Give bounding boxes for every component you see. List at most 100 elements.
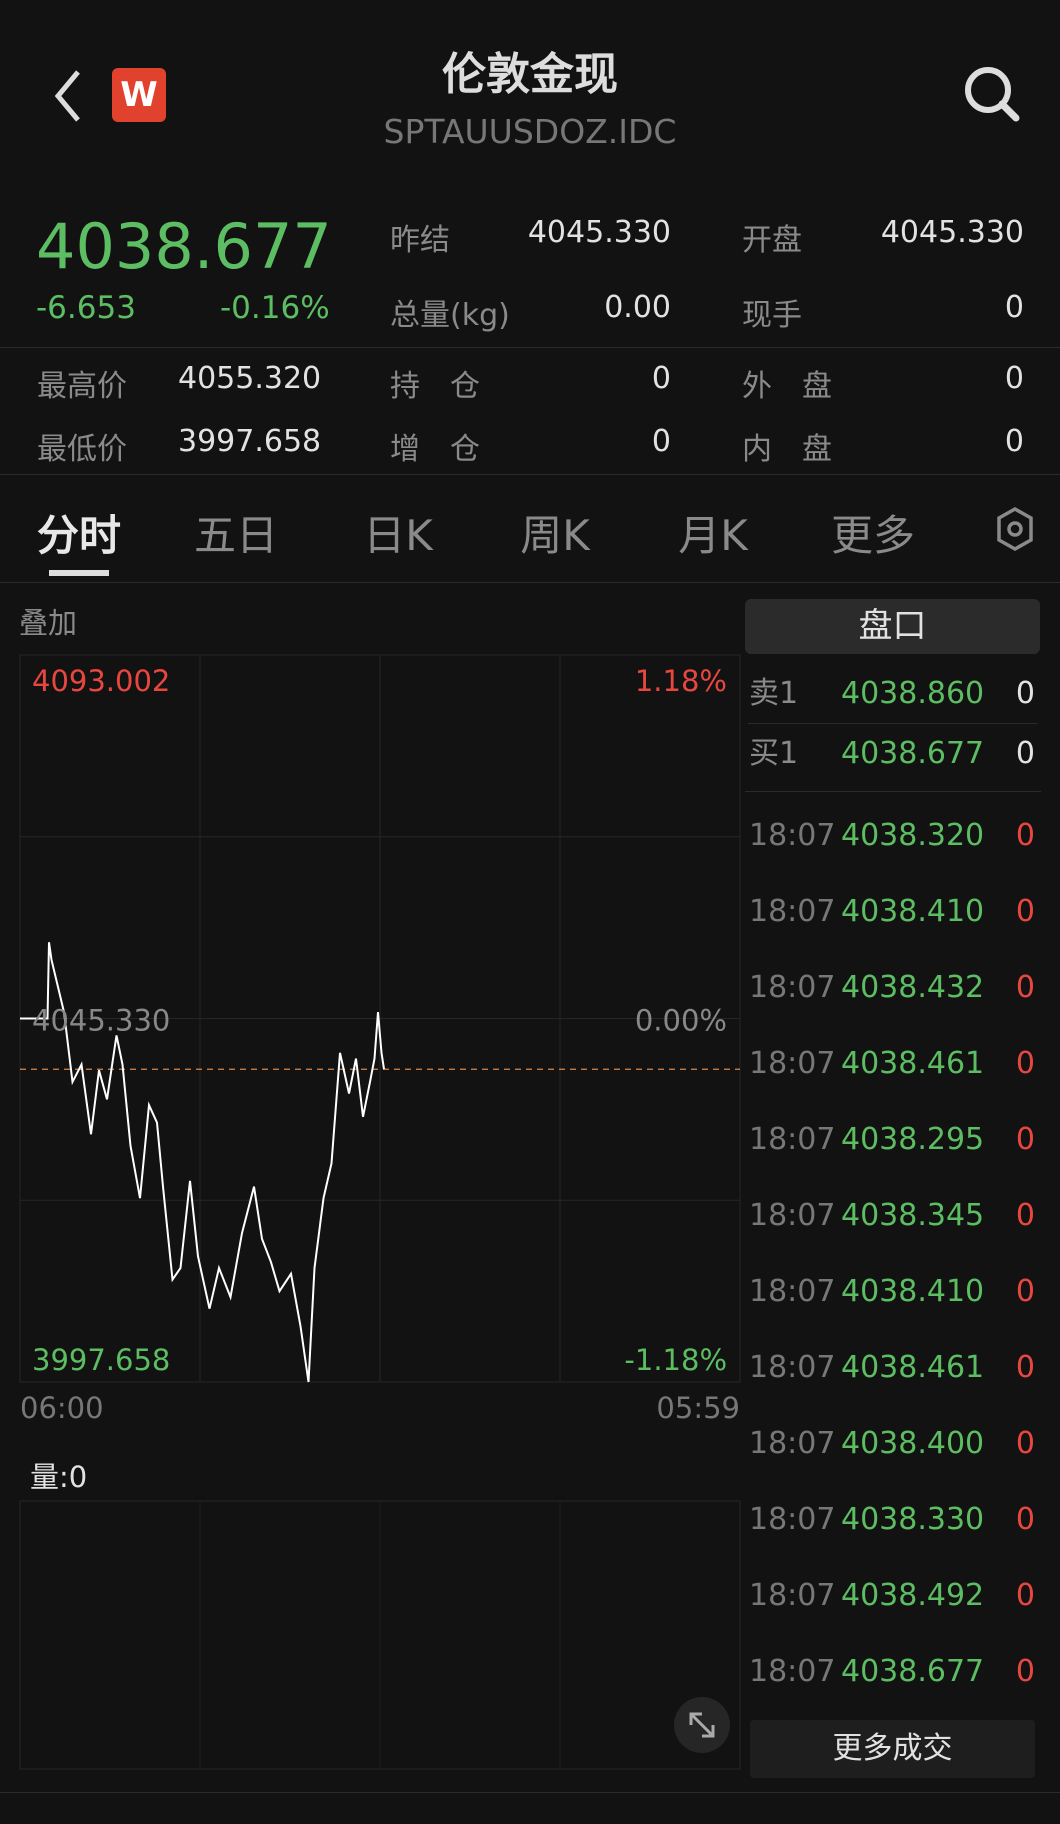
- ask-level: 卖1 4038.860 0: [745, 664, 1041, 724]
- trade-qty: 0: [1015, 818, 1035, 853]
- stat-label: 持 仓: [390, 369, 480, 404]
- stat-label: 开盘: [742, 223, 802, 258]
- level-qty: 0: [1015, 736, 1035, 771]
- trade-time: 18:07: [749, 1578, 836, 1613]
- stat-value: 0: [1004, 424, 1024, 459]
- trade-time: 18:07: [749, 818, 836, 853]
- trade-price: 4038.677: [841, 1654, 985, 1689]
- settings-hexagon-icon: [997, 506, 1033, 552]
- tab-intraday[interactable]: 分时: [36, 511, 122, 560]
- trade-time: 18:07: [749, 894, 836, 929]
- stat-label: 内 盘: [742, 432, 832, 467]
- trade-time: 18:07: [749, 1046, 836, 1081]
- trade-qty: 0: [1015, 1654, 1035, 1689]
- stat-value: 4045.330: [880, 215, 1024, 250]
- stat-value: 0: [651, 424, 671, 459]
- trade-row: 18:07 4038.432 0: [745, 958, 1041, 1018]
- volume-chart: [19, 1500, 741, 1770]
- chevron-left-icon: [54, 70, 80, 122]
- trade-qty: 0: [1015, 1122, 1035, 1157]
- trade-price: 4038.345: [841, 1198, 985, 1233]
- price-change-pct: -0.16%: [220, 290, 330, 326]
- trade-time: 18:07: [749, 1122, 836, 1157]
- trade-qty: 0: [1015, 1198, 1035, 1233]
- trade-price: 4038.410: [841, 894, 985, 929]
- x-label-end: 05:59: [656, 1391, 740, 1425]
- trade-time: 18:07: [749, 1502, 836, 1537]
- active-tab-indicator: [49, 570, 109, 576]
- trade-row: 18:07 4038.410 0: [745, 882, 1041, 942]
- x-label-start: 06:00: [20, 1391, 104, 1425]
- tab-more[interactable]: 更多: [830, 511, 916, 560]
- trade-time: 18:07: [749, 1426, 836, 1461]
- trade-qty: 0: [1015, 1274, 1035, 1309]
- trade-row: 18:07 4038.295 0: [745, 1110, 1041, 1170]
- intraday-chart: 4093.002 4045.330 3997.658 1.18% 0.00% -1.18%: [19, 654, 741, 1383]
- pct-label-top: 1.18%: [635, 664, 727, 698]
- stat-value: 0.00: [604, 290, 671, 325]
- level-price: 4038.860: [841, 676, 985, 711]
- symbol-code: SPTAUUSDOZ.IDC: [383, 112, 677, 151]
- level-price: 4038.677: [841, 736, 985, 771]
- trade-qty: 0: [1015, 1578, 1035, 1613]
- level-label: 买1: [749, 736, 799, 771]
- pct-label-bottom: -1.18%: [624, 1343, 727, 1377]
- expand-chart-button[interactable]: [674, 1697, 730, 1753]
- price-change: -6.653: [36, 290, 136, 326]
- stat-value: 4045.330: [527, 215, 671, 250]
- stat-value: 3997.658: [178, 424, 322, 459]
- trade-price: 4038.400: [841, 1426, 985, 1461]
- stat-label: 增 仓: [390, 432, 480, 467]
- stat-label: 最低价: [37, 432, 127, 467]
- trade-qty: 0: [1015, 1426, 1035, 1461]
- stat-value: 0: [1004, 361, 1024, 396]
- trade-row: 18:07 4038.492 0: [745, 1566, 1041, 1626]
- last-price: 4038.677: [36, 210, 332, 283]
- stat-label: 现手: [742, 298, 802, 333]
- chart-settings-button[interactable]: [995, 506, 1035, 552]
- overlay-button[interactable]: 叠加: [19, 606, 78, 640]
- stat-value: 0: [651, 361, 671, 396]
- trade-time: 18:07: [749, 1350, 836, 1385]
- trade-qty: 0: [1015, 970, 1035, 1005]
- level-label: 卖1: [749, 676, 799, 711]
- tab-weekly-k[interactable]: 周K: [520, 511, 590, 560]
- trade-row: 18:07 4038.345 0: [745, 1186, 1041, 1246]
- stat-label: 外 盘: [742, 369, 832, 404]
- trade-time: 18:07: [749, 1198, 836, 1233]
- trade-row: 18:07 4038.320 0: [745, 806, 1041, 866]
- pct-label-mid: 0.00%: [635, 1004, 727, 1038]
- trade-time: 18:07: [749, 970, 836, 1005]
- trade-row: 18:07 4038.330 0: [745, 1490, 1041, 1550]
- trade-row: 18:07 4038.461 0: [745, 1338, 1041, 1398]
- tab-daily-k[interactable]: 日K: [363, 511, 433, 560]
- more-trades-button[interactable]: 更多成交: [750, 1720, 1035, 1778]
- expand-icon: [689, 1712, 715, 1738]
- trade-row: 18:07 4038.400 0: [745, 1414, 1041, 1474]
- search-button[interactable]: [962, 64, 1022, 124]
- trade-row: 18:07 4038.410 0: [745, 1262, 1041, 1322]
- trade-price: 4038.295: [841, 1122, 985, 1157]
- trade-price: 4038.461: [841, 1046, 985, 1081]
- tab-monthly-k[interactable]: 月K: [678, 511, 748, 560]
- trade-row: 18:07 4038.461 0: [745, 1034, 1041, 1094]
- trade-price: 4038.320: [841, 818, 985, 853]
- trade-qty: 0: [1015, 894, 1035, 929]
- trade-price: 4038.461: [841, 1350, 985, 1385]
- back-button[interactable]: [48, 66, 88, 126]
- y-label-bottom: 3997.658: [32, 1343, 170, 1377]
- orderbook-button[interactable]: 盘口: [745, 599, 1040, 654]
- y-label-top: 4093.002: [32, 664, 170, 698]
- tab-five-day[interactable]: 五日: [193, 511, 279, 560]
- y-label-mid: 4045.330: [32, 1004, 170, 1038]
- stat-label: 总量(kg): [390, 298, 510, 333]
- trade-price: 4038.432: [841, 970, 985, 1005]
- trade-price: 4038.330: [841, 1502, 985, 1537]
- trade-price: 4038.410: [841, 1274, 985, 1309]
- volume-label: 量:0: [30, 1460, 88, 1494]
- trade-qty: 0: [1015, 1350, 1035, 1385]
- stat-label: 昨结: [390, 223, 450, 258]
- app-logo: W: [112, 68, 166, 122]
- stat-value: 0: [1004, 290, 1024, 325]
- stat-value: 4055.320: [178, 361, 322, 396]
